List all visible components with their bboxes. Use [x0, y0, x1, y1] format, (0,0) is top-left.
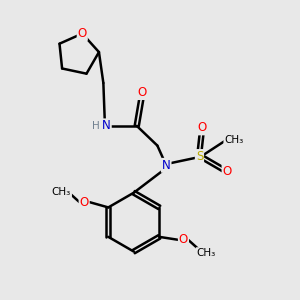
Text: CH₃: CH₃ [196, 248, 216, 258]
Text: CH₃: CH₃ [224, 135, 244, 145]
Text: O: O [179, 233, 188, 246]
Text: O: O [80, 196, 89, 208]
Text: O: O [78, 27, 87, 40]
Text: N: N [162, 159, 171, 172]
Text: H: H [92, 121, 100, 131]
Text: O: O [197, 122, 206, 134]
Text: O: O [223, 165, 232, 178]
Text: O: O [137, 86, 146, 99]
Text: S: S [196, 150, 203, 163]
Text: CH₃: CH₃ [52, 187, 71, 196]
Text: N: N [102, 119, 111, 132]
